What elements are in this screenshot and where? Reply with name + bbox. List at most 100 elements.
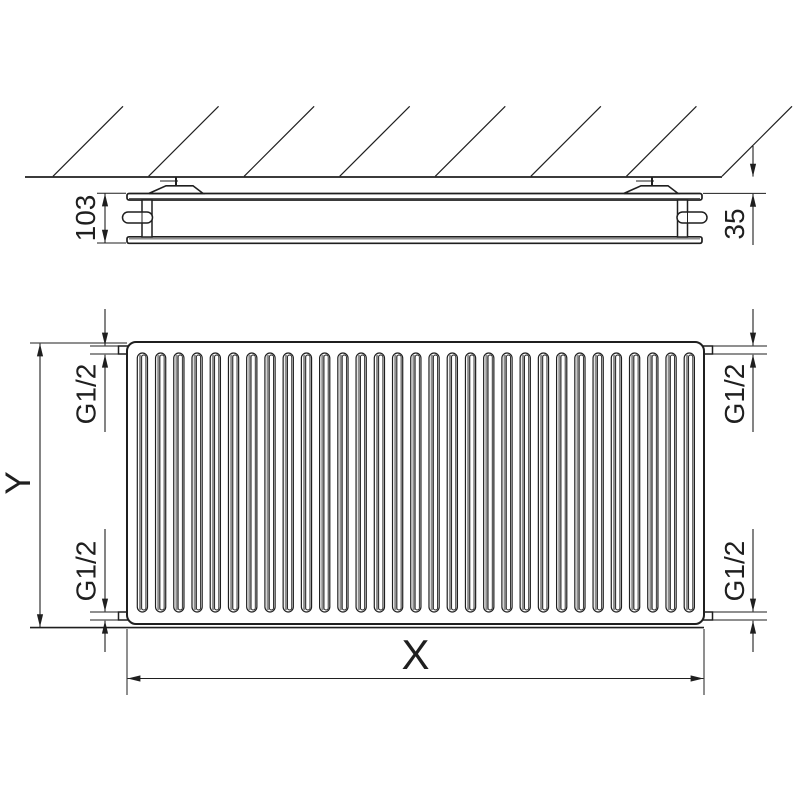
hatch-line — [148, 105, 219, 177]
fin-shade — [266, 354, 270, 611]
front-view: G1/2 G1/2 G1/2 G1/2 Y — [0, 309, 767, 695]
fin-shade — [631, 354, 634, 611]
fin-inner — [560, 354, 566, 611]
fin-shade — [594, 354, 598, 611]
fin-inner — [177, 354, 183, 611]
fin-inner — [232, 354, 238, 611]
fin-shade — [448, 354, 452, 611]
fin-shade — [339, 354, 343, 611]
fin-shade — [667, 354, 671, 611]
depth-dim-label: 103 — [70, 195, 101, 242]
wall-hatch — [52, 105, 793, 177]
connection-label: G1/2 — [71, 541, 102, 602]
fin-inner — [414, 354, 420, 611]
fin-shade — [211, 354, 215, 611]
bracket-clip — [623, 185, 681, 195]
fin-inner — [195, 354, 202, 611]
width-dim-label: X — [401, 631, 429, 678]
fin-inner — [250, 354, 256, 611]
fin-shade — [558, 354, 561, 611]
fin-shade — [375, 354, 379, 611]
bracket-clip — [148, 185, 206, 195]
fin-inner — [360, 354, 366, 611]
fin-shade — [139, 354, 142, 611]
fin-shade — [612, 354, 616, 611]
fin-inner — [451, 354, 457, 611]
left-connection-stub-side — [121, 211, 154, 224]
dim-conn-top-left: G1/2 — [71, 309, 119, 432]
hatch-line — [434, 105, 506, 177]
connection-label: G1/2 — [719, 541, 750, 602]
hatch-line — [625, 105, 697, 177]
fin-shade — [685, 354, 689, 611]
dim-wall-distance-35: 35 — [703, 146, 766, 245]
fin-shade — [540, 354, 543, 611]
fin-inner — [542, 354, 548, 611]
fin-shade — [284, 354, 288, 611]
fin-shade — [303, 354, 306, 611]
fin-shade — [193, 354, 197, 611]
hatch-line — [530, 105, 602, 177]
fin-inner — [141, 354, 147, 611]
fin-shade — [394, 354, 397, 611]
fin-shade — [485, 354, 488, 611]
hatch-line — [339, 105, 411, 177]
fin-inner — [633, 354, 639, 611]
hatch-line — [243, 105, 315, 177]
fin-inner — [688, 354, 694, 611]
fin-inner — [378, 354, 384, 611]
fin-inner — [432, 354, 439, 611]
fin-shade — [467, 354, 470, 611]
fin-inner — [469, 354, 475, 611]
fin-shade — [248, 354, 251, 611]
fin-shade — [503, 354, 507, 611]
fin-shade — [357, 354, 361, 611]
fin-shade — [412, 354, 416, 611]
fin-shade — [230, 354, 233, 611]
connection-label: G1/2 — [719, 364, 750, 425]
fin-shade — [175, 354, 179, 611]
fin-inner — [323, 354, 329, 611]
fin-array — [136, 352, 696, 613]
fin-inner — [487, 354, 493, 611]
fin-inner — [669, 354, 676, 611]
dim-conn-top-right: G1/2 — [712, 309, 767, 432]
connection-label: G1/2 — [71, 364, 102, 425]
fin-inner — [287, 354, 293, 611]
dim-conn-bottom-right: G1/2 — [712, 529, 767, 652]
fin-shade — [157, 354, 160, 611]
side-bottom-panel — [126, 235, 703, 245]
dim-conn-bottom-left: G1/2 — [71, 529, 119, 652]
fin-inner — [268, 354, 274, 611]
hatch-line — [721, 105, 793, 177]
height-dim-label: Y — [0, 471, 38, 494]
fin-shade — [430, 354, 434, 611]
fin-shade — [321, 354, 324, 611]
fin-shade — [521, 354, 525, 611]
fin-inner — [341, 354, 347, 611]
wall-distance-dim-label: 35 — [719, 208, 750, 239]
fin-inner — [578, 354, 584, 611]
right-connection-stub-side — [676, 211, 708, 224]
wall-bracket-left — [148, 177, 206, 195]
fin-inner — [159, 354, 165, 611]
fin-inner — [505, 354, 511, 611]
fin-shade — [649, 354, 653, 611]
fin-inner — [651, 354, 657, 611]
dim-width-x: X — [126, 629, 705, 695]
hatch-line — [52, 105, 124, 177]
fin-inner — [396, 354, 402, 611]
fin-inner — [214, 354, 220, 611]
fin-inner — [615, 354, 621, 611]
dim-height-y: Y — [0, 343, 44, 627]
side-radiator — [121, 192, 708, 245]
fin-inner — [305, 354, 311, 611]
dim-depth-103: 103 — [70, 192, 126, 244]
side-view: 103 35 — [25, 105, 793, 245]
fin-inner — [596, 354, 603, 611]
fin-shade — [576, 354, 580, 611]
side-top-panel — [126, 192, 703, 201]
fin-inner — [524, 354, 530, 611]
wall-bracket-right — [623, 177, 681, 195]
